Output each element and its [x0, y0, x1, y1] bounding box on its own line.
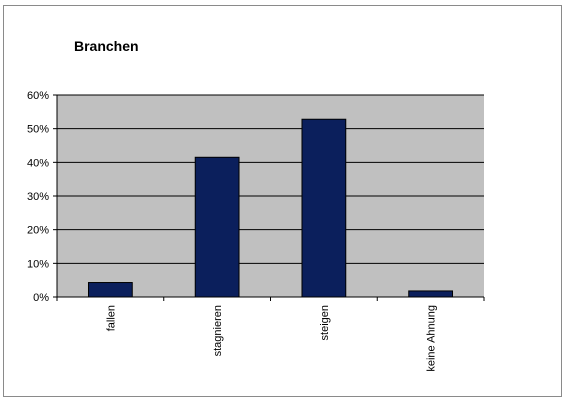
bar-steigen: [301, 118, 347, 298]
y-tick-label: 50%: [27, 124, 49, 136]
y-tick-label: 40%: [27, 157, 49, 169]
x-tick-label: fallen: [105, 305, 117, 331]
x-tick-labels: fallen stagnieren steigen keine Ahnung: [105, 305, 437, 372]
bar-stagnieren: [194, 156, 240, 298]
y-tick-label: 60%: [27, 90, 49, 102]
gridlines: [57, 94, 484, 264]
y-tick-label: 30%: [27, 191, 49, 203]
y-tick-labels: 0% 10% 20% 30% 40% 50% 60%: [27, 90, 49, 304]
y-tick-label: 0%: [33, 292, 49, 304]
bar-keine-ahnung: [408, 290, 454, 298]
bars: [87, 118, 454, 298]
chart-title: Branchen: [74, 38, 139, 54]
x-tick-label: keine Ahnung: [426, 305, 438, 372]
y-tick-label: 10%: [27, 258, 49, 270]
axes: [53, 94, 485, 301]
x-tick-label: stagnieren: [212, 305, 224, 356]
bar-fallen: [87, 282, 133, 298]
x-tick-label: steigen: [319, 305, 331, 340]
y-tick-label: 20%: [27, 225, 49, 237]
